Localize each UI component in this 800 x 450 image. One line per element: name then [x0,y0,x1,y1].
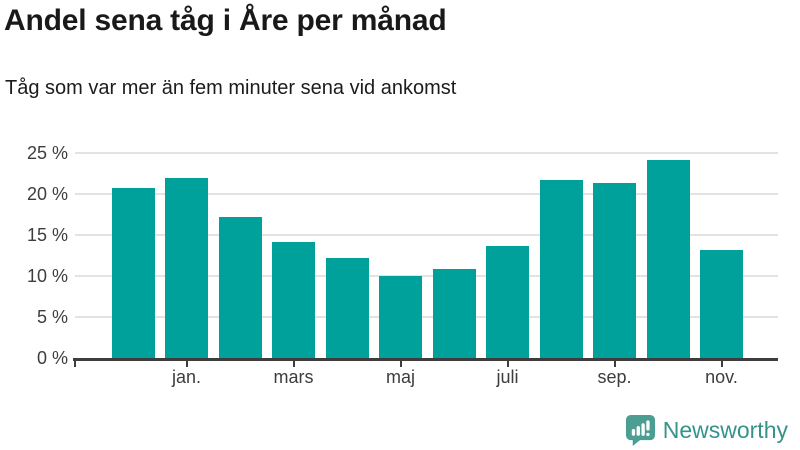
bar [486,246,529,358]
x-axis-label: nov. [705,367,738,387]
gridline [75,316,778,318]
y-axis-label: 10 % [26,266,68,286]
newsworthy-icon [625,414,655,446]
y-axis-label: 25 % [26,143,68,163]
gridline [75,234,778,236]
bar [218,216,262,358]
x-axis-tick [74,361,76,367]
bar-chart: 0 % 5 % 10 % 15 % 20 % 25 % jan. mars maj juli sep… [0,140,800,400]
newsworthy-logo: Newsworthy [625,414,788,446]
x-axis-tick [185,361,188,367]
bar [272,241,315,358]
x-axis-tick [506,361,509,367]
bar [593,182,636,358]
x-axis-label: jan. [171,367,202,387]
bar [539,180,583,358]
x-axis-label: juli [496,367,519,387]
bar [700,249,743,358]
x-axis-tick [613,361,616,367]
plot-area [75,140,778,358]
y-axis-label: 20 % [26,184,68,204]
x-axis-label: maj [385,367,416,387]
bar [111,188,155,358]
y-axis-label: 15 % [26,225,68,245]
x-axis-tick [399,361,402,367]
chart-subtitle: Tåg som var mer än fem minuter sena vid … [5,77,457,99]
gridline [75,275,778,277]
x-axis-tick [720,361,723,367]
bar [379,276,422,358]
y-axis-label: 0 % [36,348,68,368]
x-axis-tick [292,361,295,367]
y-axis-label: 5 % [36,307,68,327]
x-axis-label: mars [273,367,314,387]
bar [646,159,690,358]
x-axis-line [73,358,778,361]
chart-title: Andel sena tåg i Åre per månad [4,4,447,37]
gridline [75,152,778,154]
x-axis-label: sep. [597,367,632,387]
bar [165,177,208,358]
newsworthy-logo-text: Newsworthy [662,416,788,443]
bar [432,268,476,358]
bar [325,257,369,358]
gridline [75,193,778,195]
